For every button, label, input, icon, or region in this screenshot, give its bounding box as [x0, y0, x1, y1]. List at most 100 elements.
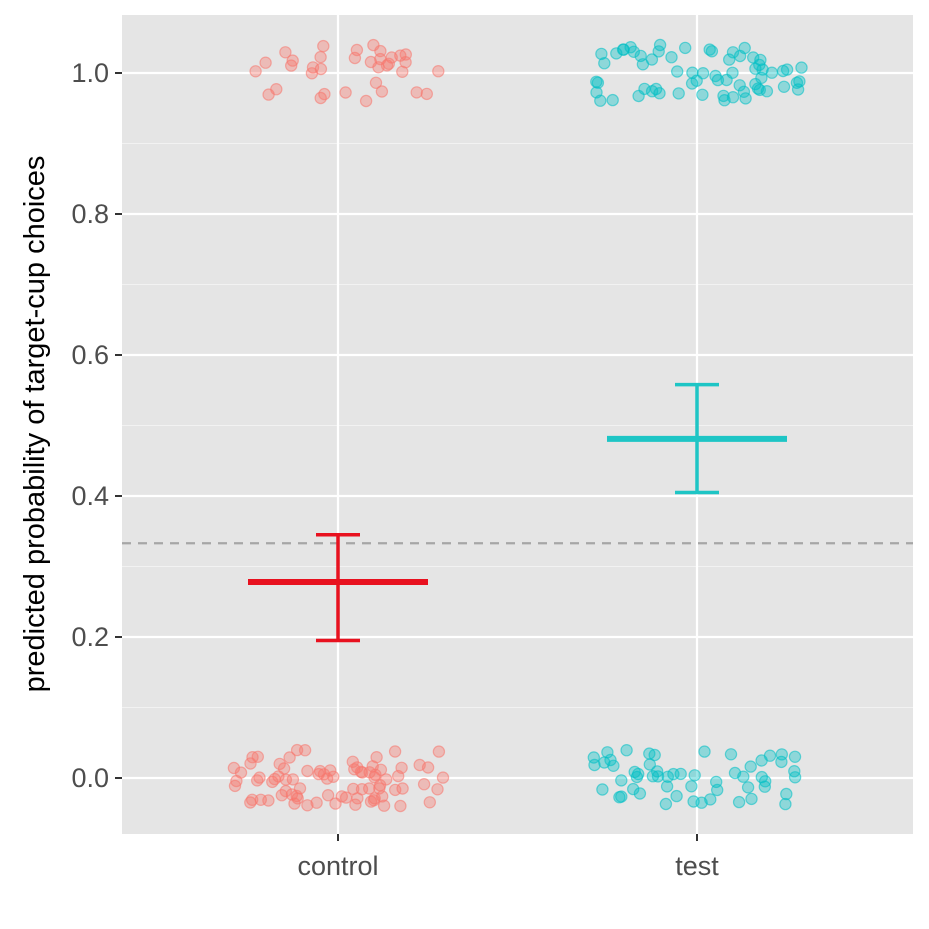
data-point-test [744, 760, 757, 773]
data-point-test [679, 41, 692, 55]
errorbar-control [248, 533, 428, 643]
data-point-control [310, 796, 323, 809]
data-point-control [314, 91, 327, 105]
data-point-control [432, 64, 445, 78]
data-point-control [245, 793, 259, 807]
data-point-control [288, 797, 301, 810]
data-point-test [696, 88, 709, 102]
data-point-test [646, 770, 660, 783]
data-point-test [745, 792, 758, 806]
data-point-control [392, 769, 405, 783]
data-point-test [616, 43, 630, 56]
data-point-test [607, 759, 620, 773]
data-point-control [253, 771, 266, 784]
data-point-test [732, 795, 746, 809]
data-point-test [672, 87, 685, 100]
data-point-test [590, 86, 603, 99]
data-point-test [598, 756, 611, 769]
data-point-control [279, 46, 292, 59]
data-point-test [591, 76, 605, 89]
data-point-test [598, 57, 611, 70]
estimate-errorbars [248, 382, 787, 643]
data-point-control [327, 770, 340, 784]
data-point-test [788, 765, 801, 778]
y-tick-label: 0.6 [71, 340, 109, 370]
data-point-control [227, 761, 241, 775]
data-point-test [667, 767, 680, 781]
y-tick-label: 0.8 [71, 199, 109, 229]
data-point-test [737, 770, 750, 783]
plot-panel [122, 15, 913, 834]
data-point-test [698, 745, 711, 758]
data-point-test [780, 787, 793, 801]
data-point-test [653, 38, 667, 52]
data-point-control [324, 764, 337, 777]
data-point-test [596, 783, 609, 796]
data-point-control [389, 783, 402, 797]
data-point-test [645, 53, 659, 66]
data-point-test [670, 789, 683, 803]
data-point-control [272, 770, 285, 783]
data-point-control [313, 764, 327, 778]
data-point-control [377, 799, 391, 812]
data-point-test [753, 58, 766, 72]
data-point-test [601, 746, 614, 759]
data-point-test [588, 758, 601, 772]
x-tick-label: control [297, 851, 378, 881]
data-point-test [604, 753, 617, 767]
data-point-control [262, 794, 275, 807]
data-point-test [685, 780, 698, 793]
data-point-control [290, 789, 303, 803]
data-point-control [249, 65, 262, 78]
data-point-control [420, 87, 433, 101]
data-point-test [653, 86, 666, 100]
jittered-data-points [227, 38, 808, 813]
data-point-test [638, 82, 651, 96]
data-point-test [709, 69, 722, 83]
data-point-test [723, 53, 736, 66]
data-point-test [751, 82, 765, 95]
data-point-test [717, 89, 730, 103]
data-point-control [298, 744, 312, 757]
data-point-control [369, 76, 383, 90]
data-point-control [259, 56, 272, 69]
data-point-test [659, 797, 673, 811]
data-point-test [788, 750, 802, 764]
data-point-test [610, 47, 623, 60]
data-point-control [286, 773, 300, 786]
y-tick-label: 1.0 [71, 58, 109, 88]
data-point-control [410, 86, 423, 99]
data-point-control [431, 783, 444, 796]
data-point-test [779, 797, 792, 811]
data-point-test [780, 63, 794, 76]
data-point-test [738, 41, 751, 55]
data-point-test [765, 66, 779, 79]
data-point-control [374, 52, 387, 66]
data-point-control [423, 796, 436, 809]
data-point-control [367, 794, 381, 807]
data-point-control [356, 766, 369, 779]
data-point-test [643, 747, 656, 760]
data-point-control [317, 39, 330, 53]
data-point-control [388, 745, 402, 758]
data-point-control [374, 763, 388, 777]
data-point-test [726, 46, 740, 59]
data-point-control [283, 751, 296, 764]
data-point-control [335, 790, 348, 803]
data-point-control [375, 85, 389, 98]
data-point-test [741, 781, 755, 794]
data-point-control [251, 750, 264, 764]
data-point-test [795, 61, 808, 74]
data-point-control [363, 782, 376, 795]
data-point-control [370, 751, 383, 764]
data-point-control [417, 778, 431, 791]
data-point-control [286, 54, 299, 67]
data-point-test [726, 66, 739, 80]
minor-gridlines [122, 142, 913, 709]
y-tick-label: 0.0 [71, 763, 109, 793]
data-point-test [634, 49, 647, 63]
data-point-control [396, 65, 409, 79]
data-point-control [385, 51, 398, 64]
data-point-test [755, 71, 768, 85]
data-point-test [627, 782, 640, 796]
